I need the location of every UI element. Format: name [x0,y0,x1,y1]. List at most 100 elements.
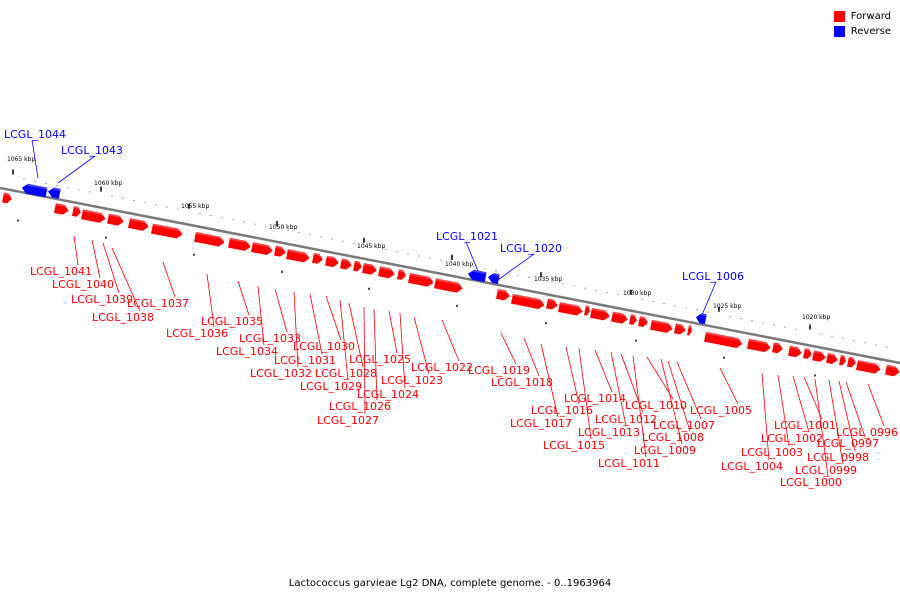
tick-label: 1050 kbp [269,224,297,231]
forward-gene-arrow [107,213,125,226]
forward-gene-arrow [772,342,784,354]
gene-label: LCGL_1030 [293,340,355,353]
forward-gene-arrow [151,223,184,239]
leader-line [363,306,366,415]
tick-label: 1035 kbp [534,276,562,283]
gene-label: LCGL_1025 [349,353,411,366]
leader-line [676,361,702,420]
gene-features [2,182,900,377]
leader-line [845,381,866,438]
gene-label: LCGL_1029 [300,380,362,393]
leader-line [803,376,823,420]
tick-label: 1020 kbp [802,314,830,321]
gene-label: LCGL_1003 [741,446,803,459]
gene-label: LCGL_1014 [564,392,626,405]
leader-line [828,379,844,465]
leader-line [57,155,96,184]
leader-line [102,242,120,294]
gene-label: LCGL_1013 [578,426,640,439]
leader-line [594,349,613,393]
leader-line [632,355,647,458]
leader-line [777,374,790,447]
legend-reverse: Reverse [833,24,891,39]
leader-line [348,302,364,368]
legend: Forward Reverse [833,9,891,39]
tick-label: 1045 kbp [357,243,385,250]
axis-ticks: 1065 kbp 1060 kbp 1055 kbp 1050 kbp 1045 kbp… [7,156,888,377]
forward-gene-arrow [847,356,857,368]
forward-gene-arrow [558,302,584,316]
genome-caption: Lactococcus garvieae Lg2 DNA, complete g… [288,578,612,589]
forward-gene-arrow [312,252,324,264]
gene-label: LCGL_1022 [411,361,473,374]
forward-gene-arrow [434,278,464,293]
gene-label: LCGL_1000 [780,476,842,489]
reverse-gene-arrow [468,268,487,283]
leader-line [465,241,481,277]
gene-label: LCGL_1032 [250,367,312,380]
gene-label: LCGL_1039 [71,293,133,306]
forward-gene-arrow [839,355,847,366]
genome-axis-line [0,186,900,365]
gene-label: LCGL_1011 [598,457,660,470]
gene-label: LCGL_1015 [543,439,605,452]
forward-gene-arrow [353,260,363,272]
gene-label: LCGL_0999 [795,464,857,477]
leader-line [578,347,592,440]
forward-gene-arrow [885,364,900,377]
leader-line [761,372,770,461]
gene-label: LCGL_1021 [436,230,498,243]
reverse-swatch [833,26,845,37]
gene-label: LCGL_1041 [30,265,92,278]
tick-label: 1060 kbp [94,180,122,187]
label-leaders [31,139,885,477]
leader-line [73,235,79,266]
forward-gene-arrow [546,298,559,310]
gene-label: LCGL_1016 [531,404,593,417]
forward-gene-arrow [72,206,82,217]
forward-gene-arrow [826,352,839,364]
tick-label: 1025 kbp [713,303,741,310]
reverse-gene-arrow [22,182,48,198]
gene-label: LCGL_1034 [216,345,278,358]
forward-gene-arrow [81,209,107,223]
gene-label: LCGL_1037 [127,297,189,310]
forward-gene-arrow [2,192,13,204]
gene-label: LCGL_1001 [774,419,836,432]
gene-label: LCGL_1044 [4,128,66,141]
gene-label: LCGL_1005 [690,404,752,417]
leader-line [719,367,739,405]
leader-line [162,261,176,298]
leader-line [701,281,717,316]
gene-label: LCGL_1028 [315,367,377,380]
gene-label: LCGL_0998 [807,451,869,464]
leader-line [293,291,299,368]
forward-gene-arrow [747,338,772,353]
forward-gene-arrow [590,307,611,321]
leader-line [31,139,39,179]
reverse-gene-arrow [48,186,61,199]
gene-label: LCGL_1017 [510,417,572,430]
forward-gene-arrow [674,323,687,335]
forward-gene-arrow [408,273,435,287]
forward-gene-arrow [194,231,226,247]
leader-line [373,308,378,401]
leader-line [325,295,342,341]
legend-forward: Forward [833,9,891,24]
forward-gene-arrow [511,293,546,310]
gene-label: LCGL_1024 [357,388,419,401]
leader-line [206,273,215,328]
gene-label: LCGL_1004 [721,460,783,473]
gene-label: LCGL_1019 [468,364,530,377]
forward-gene-arrow [251,242,274,256]
forward-gene-arrow [54,203,70,215]
leader-line [237,280,250,316]
forward-gene-arrow [325,255,340,268]
leader-line [441,319,460,362]
gene-label: LCGL_1023 [381,374,443,387]
gene-label: LCGL_1008 [642,431,704,444]
gene-label: LCGL_1020 [500,242,562,255]
leader-line [274,288,288,333]
forward-gene-arrow [629,314,638,325]
